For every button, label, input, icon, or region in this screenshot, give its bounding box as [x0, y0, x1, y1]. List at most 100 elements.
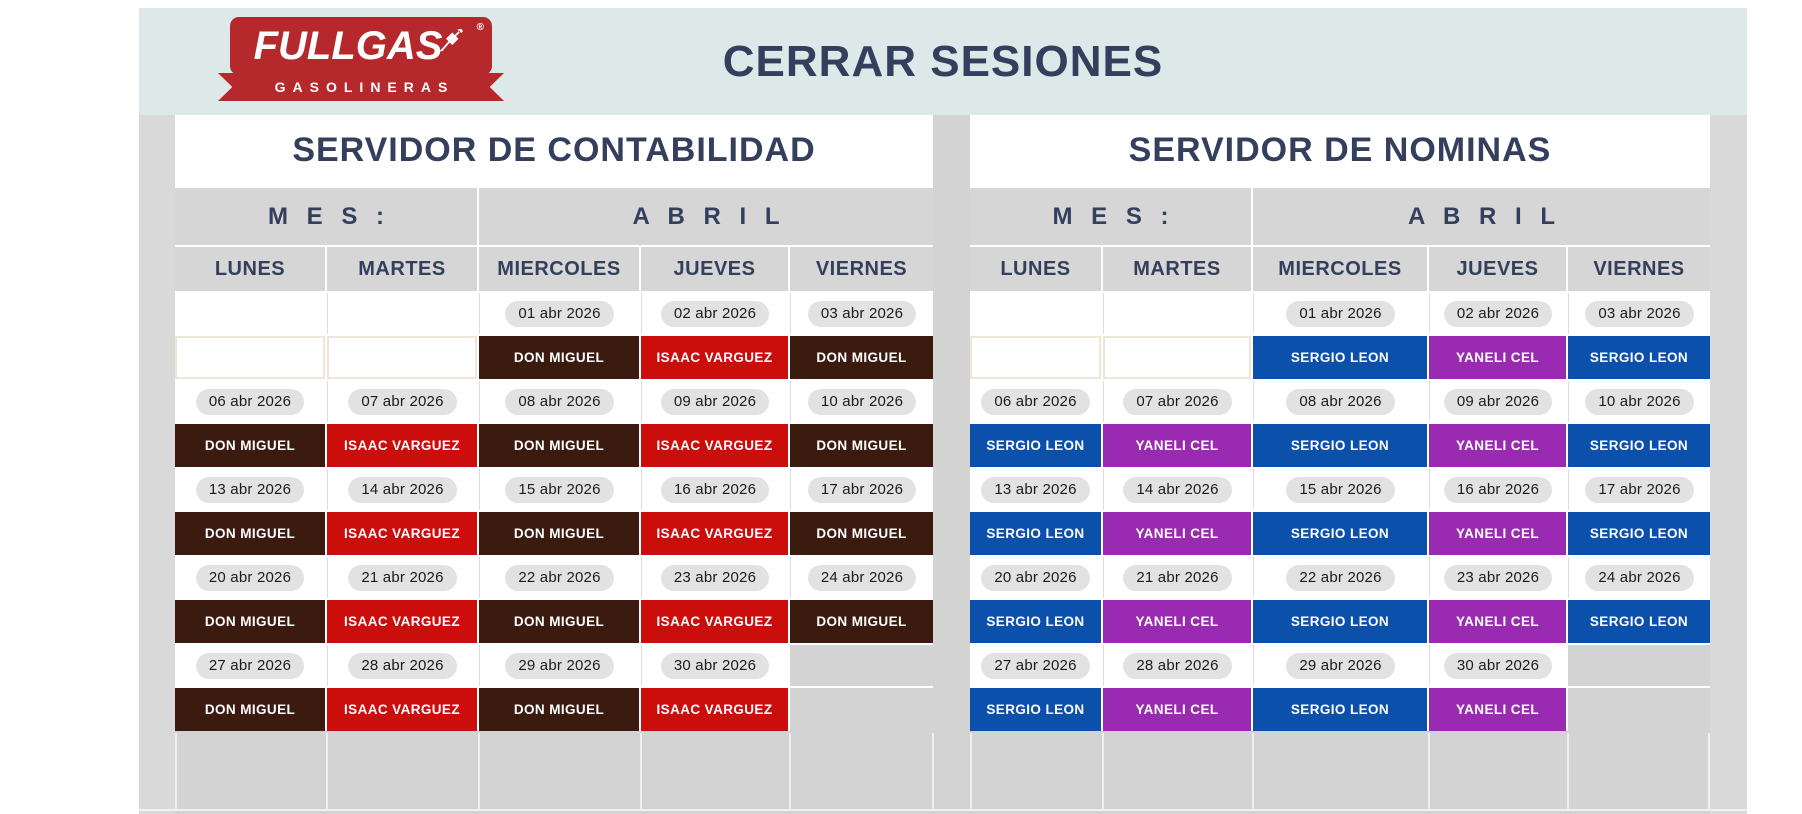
assignee-cell[interactable]: SERGIO LEON — [1253, 424, 1427, 467]
date-cell[interactable]: 20 abr 2026 — [970, 557, 1101, 598]
assignee-cell[interactable]: YANELI CEL — [1103, 512, 1251, 555]
date-cell[interactable]: 13 abr 2026 — [970, 469, 1101, 510]
assignee-cell[interactable]: YANELI CEL — [1103, 688, 1251, 731]
assignee-cell[interactable]: ISAAC VARGUEZ — [641, 688, 788, 731]
mes-label-cell[interactable]: M E S : — [970, 188, 1251, 245]
assignee-cell[interactable]: SERGIO LEON — [1253, 512, 1427, 555]
date-cell[interactable]: 17 abr 2026 — [790, 469, 933, 510]
day-header-cell[interactable]: VIERNES — [790, 247, 933, 291]
day-header-cell[interactable]: MIERCOLES — [1253, 247, 1427, 291]
date-cell[interactable]: 30 abr 2026 — [641, 645, 788, 686]
date-cell[interactable]: 09 abr 2026 — [1429, 381, 1566, 422]
assignee-cell[interactable]: SERGIO LEON — [1568, 600, 1710, 643]
assignee-cell[interactable]: DON MIGUEL — [479, 336, 639, 379]
assignee-cell[interactable]: SERGIO LEON — [1253, 600, 1427, 643]
date-cell[interactable]: 20 abr 2026 — [175, 557, 325, 598]
date-cell[interactable]: 01 abr 2026 — [1253, 293, 1427, 334]
day-header-cell[interactable]: VIERNES — [1568, 247, 1710, 291]
assignee-cell[interactable]: DON MIGUEL — [175, 600, 325, 643]
date-cell[interactable]: 21 abr 2026 — [327, 557, 477, 598]
assignee-cell[interactable]: DON MIGUEL — [479, 600, 639, 643]
date-cell[interactable]: 06 abr 2026 — [175, 381, 325, 422]
assignee-cell[interactable]: DON MIGUEL — [790, 512, 933, 555]
date-cell[interactable]: 14 abr 2026 — [327, 469, 477, 510]
day-header-cell[interactable]: MARTES — [327, 247, 477, 291]
assignee-cell[interactable]: YANELI CEL — [1429, 424, 1566, 467]
day-header-cell[interactable]: MIERCOLES — [479, 247, 639, 291]
month-cell[interactable]: A B R I L — [1253, 188, 1710, 245]
date-cell[interactable]: 02 abr 2026 — [1429, 293, 1566, 334]
date-cell[interactable]: 22 abr 2026 — [1253, 557, 1427, 598]
date-cell[interactable]: 01 abr 2026 — [479, 293, 639, 334]
mes-label-cell[interactable]: M E S : — [175, 188, 477, 245]
day-header-cell[interactable]: LUNES — [970, 247, 1101, 291]
assignee-cell[interactable]: ISAAC VARGUEZ — [641, 424, 788, 467]
assignee-cell[interactable]: SERGIO LEON — [970, 688, 1101, 731]
assignee-cell[interactable]: DON MIGUEL — [175, 512, 325, 555]
assignee-cell[interactable]: ISAAC VARGUEZ — [327, 600, 477, 643]
assignee-cell[interactable]: YANELI CEL — [1429, 512, 1566, 555]
date-cell[interactable]: 30 abr 2026 — [1429, 645, 1566, 686]
date-cell[interactable]: 27 abr 2026 — [970, 645, 1101, 686]
date-cell[interactable]: 03 abr 2026 — [1568, 293, 1710, 334]
assignee-cell[interactable]: ISAAC VARGUEZ — [641, 512, 788, 555]
assignee-cell[interactable]: ISAAC VARGUEZ — [641, 600, 788, 643]
date-cell[interactable]: 17 abr 2026 — [1568, 469, 1710, 510]
date-cell[interactable]: 10 abr 2026 — [1568, 381, 1710, 422]
date-cell[interactable]: 08 abr 2026 — [1253, 381, 1427, 422]
date-cell[interactable]: 07 abr 2026 — [327, 381, 477, 422]
server-title[interactable]: SERVIDOR DE CONTABILIDAD — [175, 115, 933, 186]
date-cell[interactable]: 24 abr 2026 — [790, 557, 933, 598]
assignee-cell[interactable]: YANELI CEL — [1429, 336, 1566, 379]
assignee-cell[interactable]: ISAAC VARGUEZ — [327, 688, 477, 731]
date-cell[interactable]: 23 abr 2026 — [1429, 557, 1566, 598]
month-cell[interactable]: A B R I L — [479, 188, 933, 245]
date-cell[interactable]: 13 abr 2026 — [175, 469, 325, 510]
assignee-cell[interactable]: DON MIGUEL — [790, 336, 933, 379]
assignee-cell[interactable]: SERGIO LEON — [1568, 336, 1710, 379]
assignee-cell[interactable]: DON MIGUEL — [175, 424, 325, 467]
assignee-cell[interactable]: ISAAC VARGUEZ — [641, 336, 788, 379]
empty-date-cell[interactable] — [327, 293, 477, 334]
date-cell[interactable]: 28 abr 2026 — [327, 645, 477, 686]
assignee-cell[interactable]: ISAAC VARGUEZ — [327, 424, 477, 467]
date-cell[interactable]: 24 abr 2026 — [1568, 557, 1710, 598]
empty-assignee-cell[interactable] — [1103, 336, 1251, 379]
date-cell[interactable]: 16 abr 2026 — [1429, 469, 1566, 510]
empty-assignee-cell[interactable] — [175, 336, 325, 379]
date-cell[interactable]: 22 abr 2026 — [479, 557, 639, 598]
date-cell[interactable]: 15 abr 2026 — [1253, 469, 1427, 510]
server-title[interactable]: SERVIDOR DE NOMINAS — [970, 115, 1710, 186]
assignee-cell[interactable]: DON MIGUEL — [479, 512, 639, 555]
date-cell[interactable]: 27 abr 2026 — [175, 645, 325, 686]
day-header-cell[interactable]: JUEVES — [1429, 247, 1566, 291]
empty-date-cell[interactable] — [175, 293, 325, 334]
date-cell[interactable]: 21 abr 2026 — [1103, 557, 1251, 598]
assignee-cell[interactable]: YANELI CEL — [1103, 424, 1251, 467]
date-cell[interactable]: 15 abr 2026 — [479, 469, 639, 510]
day-header-cell[interactable]: MARTES — [1103, 247, 1251, 291]
assignee-cell[interactable]: DON MIGUEL — [790, 600, 933, 643]
assignee-cell[interactable]: YANELI CEL — [1429, 600, 1566, 643]
date-cell[interactable]: 07 abr 2026 — [1103, 381, 1251, 422]
date-cell[interactable]: 03 abr 2026 — [790, 293, 933, 334]
date-cell[interactable]: 28 abr 2026 — [1103, 645, 1251, 686]
date-cell[interactable]: 08 abr 2026 — [479, 381, 639, 422]
date-cell[interactable]: 29 abr 2026 — [1253, 645, 1427, 686]
assignee-cell[interactable]: SERGIO LEON — [970, 424, 1101, 467]
empty-date-cell[interactable] — [1103, 293, 1251, 334]
empty-date-cell[interactable] — [970, 293, 1101, 334]
date-cell[interactable]: 16 abr 2026 — [641, 469, 788, 510]
assignee-cell[interactable]: DON MIGUEL — [479, 688, 639, 731]
assignee-cell[interactable]: DON MIGUEL — [479, 424, 639, 467]
assignee-cell[interactable]: SERGIO LEON — [1253, 336, 1427, 379]
day-header-cell[interactable]: JUEVES — [641, 247, 788, 291]
date-cell[interactable]: 23 abr 2026 — [641, 557, 788, 598]
assignee-cell[interactable]: ISAAC VARGUEZ — [327, 512, 477, 555]
assignee-cell[interactable]: DON MIGUEL — [790, 424, 933, 467]
date-cell[interactable]: 10 abr 2026 — [790, 381, 933, 422]
assignee-cell[interactable]: SERGIO LEON — [970, 512, 1101, 555]
assignee-cell[interactable]: DON MIGUEL — [175, 688, 325, 731]
assignee-cell[interactable]: SERGIO LEON — [1568, 424, 1710, 467]
assignee-cell[interactable]: SERGIO LEON — [970, 600, 1101, 643]
